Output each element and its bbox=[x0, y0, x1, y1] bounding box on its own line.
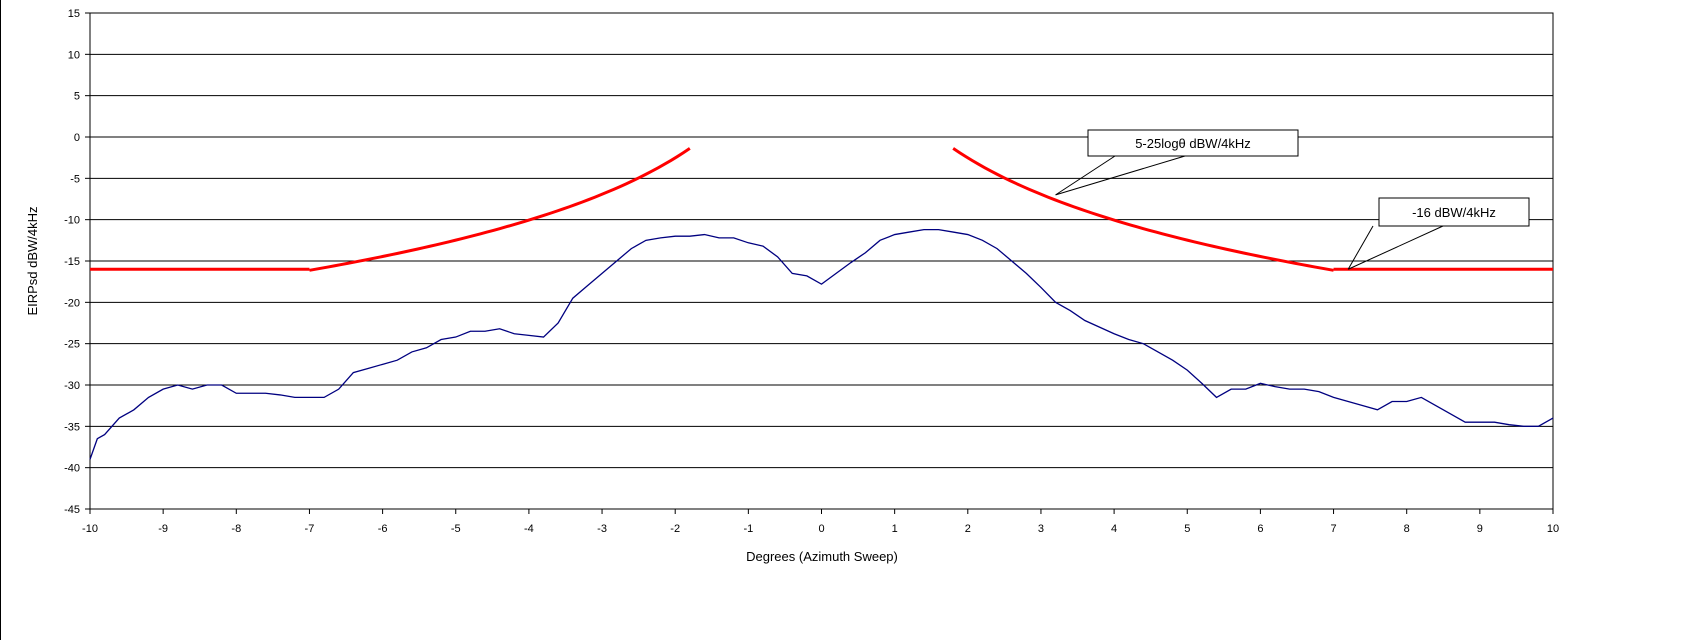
gridlines bbox=[90, 12, 1553, 510]
x-tick-label: -4 bbox=[524, 523, 534, 535]
annotation-leader bbox=[1347, 225, 1374, 270]
x-tick-label: -2 bbox=[670, 523, 680, 535]
x-tick-label: -10 bbox=[82, 523, 98, 535]
y-tick-label: 15 bbox=[68, 8, 80, 20]
x-axis-title: Degrees (Azimuth Sweep) bbox=[746, 549, 898, 564]
y-tick-label: -15 bbox=[64, 256, 80, 268]
x-tick-label: -1 bbox=[743, 523, 753, 535]
annotations: 5-25logθ dBW/4kHz -16 dBW/4kHz bbox=[1055, 129, 1530, 270]
x-tick-label: 5 bbox=[1184, 523, 1190, 535]
measured-eirp-line bbox=[89, 228, 1554, 460]
x-tick-label: 1 bbox=[892, 523, 898, 535]
y-tick-label: 10 bbox=[68, 49, 80, 61]
x-tick-label: 3 bbox=[1038, 523, 1044, 535]
y-axis-title: EIRPsd dBW/4kHz bbox=[25, 206, 40, 315]
y-tick-label: -25 bbox=[64, 339, 80, 351]
y-axis-ticks: 15 10 5 0 -5 -10 -15 -20 -25 -30 -35 -40 -45 bbox=[64, 8, 90, 516]
x-tick-label: 7 bbox=[1330, 523, 1336, 535]
annotation-label: 5-25logθ dBW/4kHz bbox=[1135, 136, 1251, 151]
x-tick-label: 2 bbox=[965, 523, 971, 535]
x-tick-label: 4 bbox=[1111, 523, 1117, 535]
x-tick-label: -5 bbox=[451, 523, 461, 535]
mask-segment bbox=[952, 147, 1334, 272]
y-tick-label: 0 bbox=[74, 132, 80, 144]
x-tick-label: 0 bbox=[818, 523, 824, 535]
annotation-box bbox=[1087, 129, 1299, 157]
annotation-leader bbox=[1055, 155, 1116, 196]
x-tick-label: -7 bbox=[305, 523, 315, 535]
x-axis-ticks: -10 -9 -8 -7 -6 -5 -4 -3 -2 -1 0 1 2 3 4 5 6 7 8 9 10 bbox=[82, 509, 1559, 535]
x-tick-label: -6 bbox=[378, 523, 388, 535]
x-tick-label: -3 bbox=[597, 523, 607, 535]
x-tick-label: -8 bbox=[231, 523, 241, 535]
x-tick-label: -9 bbox=[158, 523, 168, 535]
y-tick-label: 5 bbox=[74, 91, 80, 103]
y-tick-label: -10 bbox=[64, 215, 80, 227]
y-tick-label: -30 bbox=[64, 380, 80, 392]
y-tick-label: -20 bbox=[64, 297, 80, 309]
x-tick-label: 10 bbox=[1547, 523, 1559, 535]
y-tick-label: -40 bbox=[64, 463, 80, 475]
x-tick-label: 6 bbox=[1257, 523, 1263, 535]
x-tick-label: 9 bbox=[1477, 523, 1483, 535]
x-tick-label: 8 bbox=[1404, 523, 1410, 535]
y-tick-label: -35 bbox=[64, 421, 80, 433]
y-tick-label: -45 bbox=[64, 504, 80, 516]
y-tick-label: -5 bbox=[70, 173, 80, 185]
annotation-leader bbox=[1347, 225, 1444, 270]
annotation-label: -16 dBW/4kHz bbox=[1412, 205, 1496, 220]
annotation-box bbox=[1378, 197, 1530, 227]
annotation-leader bbox=[1055, 155, 1186, 196]
mask-segment bbox=[309, 147, 691, 272]
mask-lines bbox=[90, 147, 1553, 272]
